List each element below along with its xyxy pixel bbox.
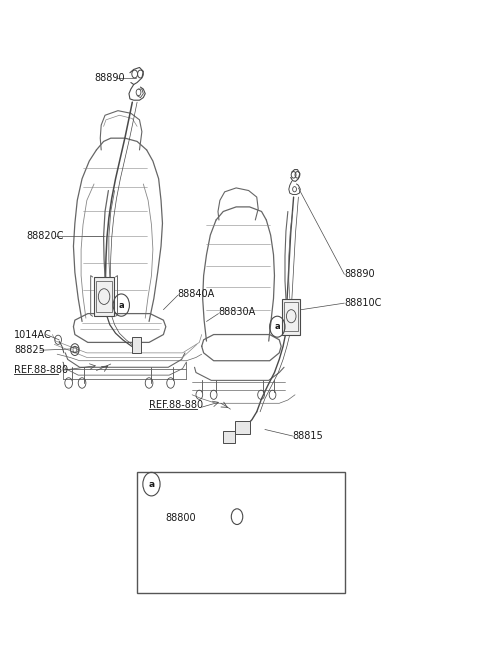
Bar	[96, 281, 112, 312]
Bar	[223, 431, 235, 443]
Text: a: a	[148, 480, 155, 489]
Text: 88800: 88800	[166, 513, 196, 523]
Text: a: a	[119, 300, 124, 310]
Text: 88830A: 88830A	[218, 307, 256, 318]
Text: 1014AC: 1014AC	[14, 329, 52, 340]
Bar	[284, 302, 299, 331]
Text: REF.88-880: REF.88-880	[14, 365, 68, 375]
Text: 88840A: 88840A	[178, 289, 215, 299]
Text: REF.88-880: REF.88-880	[149, 400, 203, 410]
Text: a: a	[275, 322, 280, 331]
Text: 88890: 88890	[344, 270, 375, 279]
Text: 88820C: 88820C	[26, 232, 63, 241]
Bar	[235, 421, 250, 434]
Text: 88815: 88815	[293, 431, 324, 441]
Text: 88810C: 88810C	[344, 298, 382, 308]
Bar	[94, 277, 114, 316]
Bar	[137, 472, 345, 593]
Text: 88825: 88825	[14, 345, 45, 356]
Bar	[282, 298, 300, 335]
Text: 88890: 88890	[94, 73, 125, 83]
Bar	[132, 337, 141, 353]
